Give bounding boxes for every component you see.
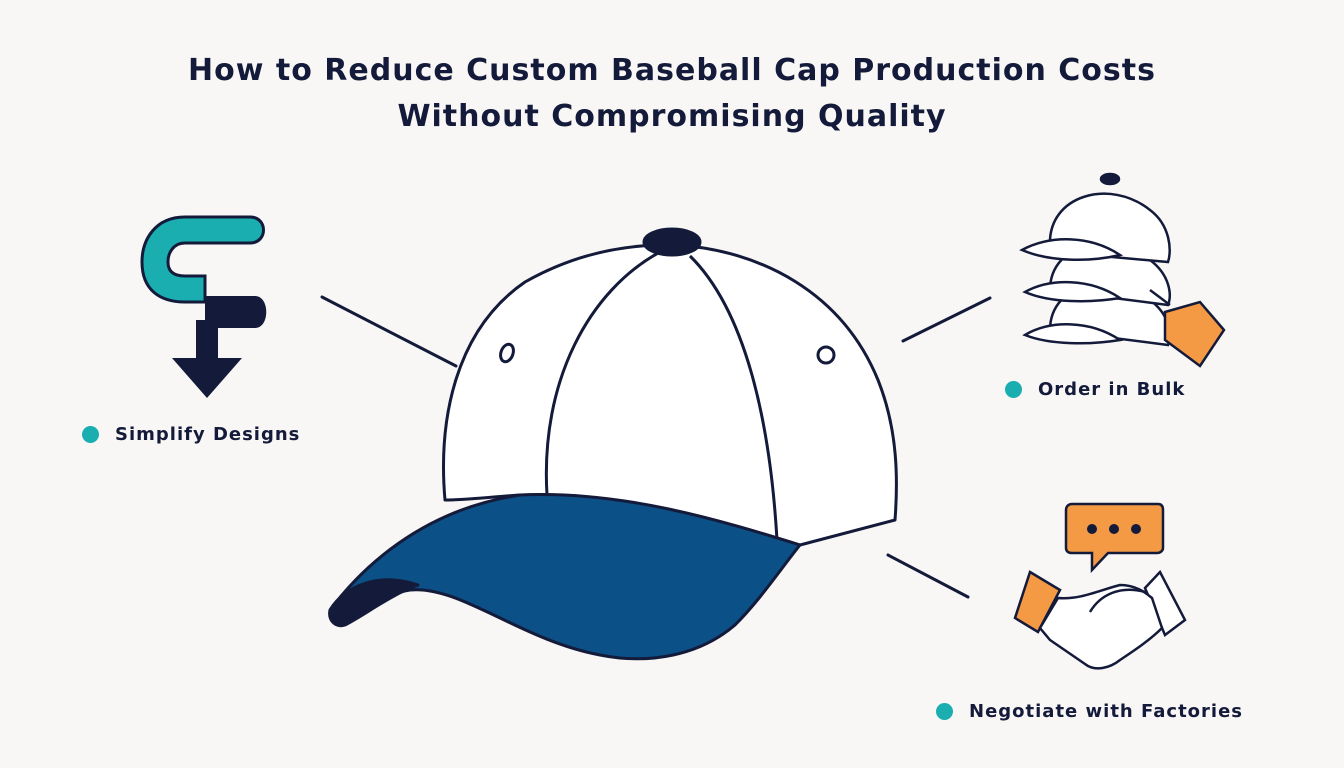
tip-label: Simplify Designs [115, 424, 301, 445]
simplify-icon [140, 215, 267, 398]
tip: Order in Bulk [1005, 379, 1185, 400]
cap [328, 227, 898, 661]
bullet [1005, 381, 1022, 398]
connector-lines [320, 295, 992, 599]
title: How to Reduce Custom Baseball Cap Produc… [188, 53, 1156, 134]
negotiate-icon [1013, 502, 1187, 670]
bulk-icon [1019, 172, 1226, 368]
tip-label: Order in Bulk [1038, 379, 1186, 400]
bullet [82, 426, 99, 443]
bullet [936, 703, 953, 720]
tip-label: Negotiate with Factories [969, 701, 1244, 722]
tip: Simplify Designs [82, 424, 300, 445]
tip: Negotiate with Factories [936, 701, 1243, 722]
